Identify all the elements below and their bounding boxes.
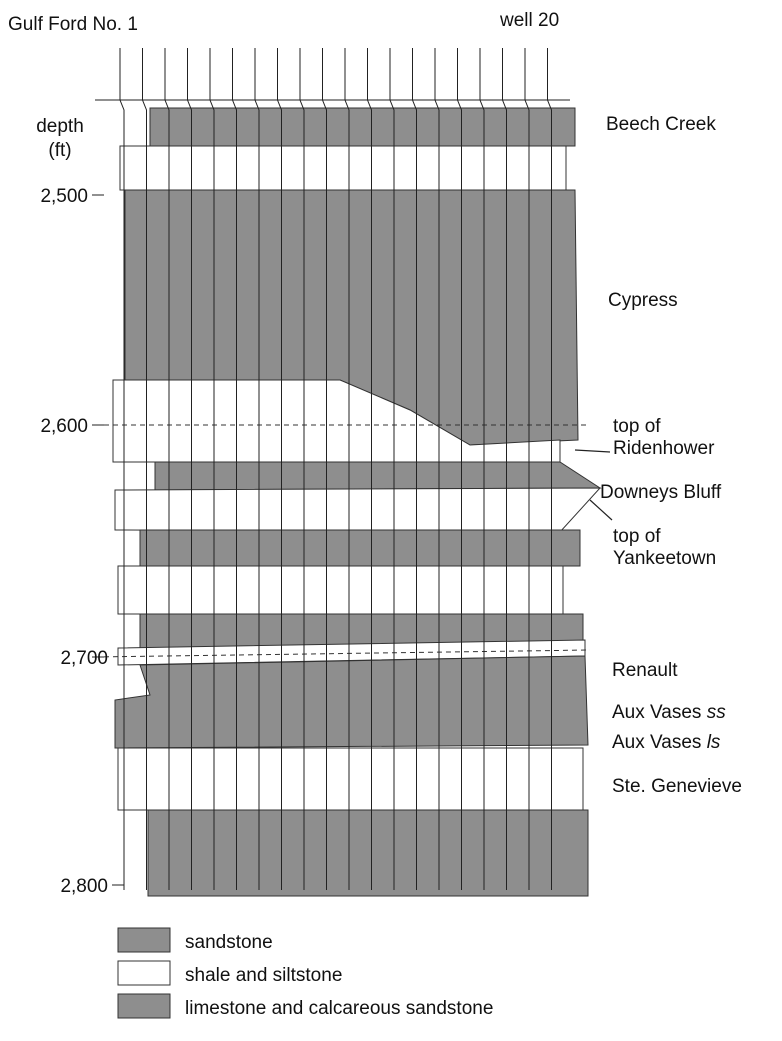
- beech-creek-band: [149, 107, 576, 147]
- right-well-label: well 20: [499, 10, 559, 31]
- well-log-line: [547, 48, 552, 890]
- well-logs: [119, 48, 552, 890]
- left-well-label: Gulf Ford No. 1: [8, 14, 138, 35]
- well-log-line: [502, 48, 507, 890]
- well-log-line: [232, 48, 237, 890]
- formation-label: Cypress: [608, 290, 678, 311]
- well-log-line: [322, 48, 327, 890]
- depth-unit: (ft): [48, 140, 71, 161]
- ste-genevieve-band: [147, 809, 589, 897]
- well-log-line: [389, 48, 395, 890]
- legend-swatch: [117, 993, 171, 1019]
- legend-swatch: [117, 927, 171, 953]
- formation-label: Ste. Genevieve: [612, 776, 742, 797]
- well-log-line: [479, 48, 485, 890]
- datum-line: [94, 649, 591, 658]
- formation-label: Renault: [612, 660, 678, 681]
- well-log-line: [457, 48, 462, 890]
- well-log-line: [277, 48, 282, 890]
- formation-label: Yankeetown: [613, 548, 716, 569]
- formation-label: top of: [613, 526, 661, 547]
- depth-label: depth: [36, 116, 84, 137]
- sandstone-band: [139, 529, 581, 567]
- well-log-line: [187, 48, 192, 890]
- leader-line: [574, 449, 611, 453]
- legend-label: shale and siltstone: [185, 965, 342, 986]
- shale-band: [117, 565, 564, 615]
- well-log-line: [412, 48, 417, 890]
- legend-label: limestone and calcareous sandstone: [185, 998, 493, 1019]
- depth-tick-label: 2,800: [60, 876, 108, 897]
- shale-band: [114, 487, 602, 533]
- depth-tick-label: 2,500: [40, 186, 88, 207]
- well-log-line: [524, 48, 530, 890]
- strata: [94, 99, 602, 897]
- well-log-line: [254, 48, 260, 890]
- aux-vases-band: [114, 655, 589, 749]
- formation-label: Aux Vases ss: [612, 702, 726, 723]
- well-log-line: [119, 48, 125, 890]
- sandstone-band: [154, 461, 602, 491]
- formation-label: Beech Creek: [606, 114, 716, 135]
- well-log-line: [142, 48, 147, 890]
- formation-label: top of: [613, 416, 661, 437]
- formation-label: Aux Vases ls: [612, 732, 721, 753]
- well-log-line: [367, 48, 372, 890]
- leader-line: [589, 499, 613, 521]
- well-log-line: [164, 48, 170, 890]
- shale-band: [119, 145, 567, 191]
- formation-label: Downeys Bluff: [600, 482, 722, 503]
- legend-label: sandstone: [185, 932, 273, 953]
- well-log-line: [209, 48, 215, 890]
- legend-swatch: [117, 960, 171, 986]
- depth-tick-label: 2,700: [60, 648, 108, 669]
- well-log-line: [434, 48, 440, 890]
- shale-band: [117, 747, 584, 811]
- well-log-line: [344, 48, 350, 890]
- depth-tick-label: 2,600: [40, 416, 88, 437]
- well-log-line: [299, 48, 305, 890]
- formation-label: Ridenhower: [613, 438, 715, 459]
